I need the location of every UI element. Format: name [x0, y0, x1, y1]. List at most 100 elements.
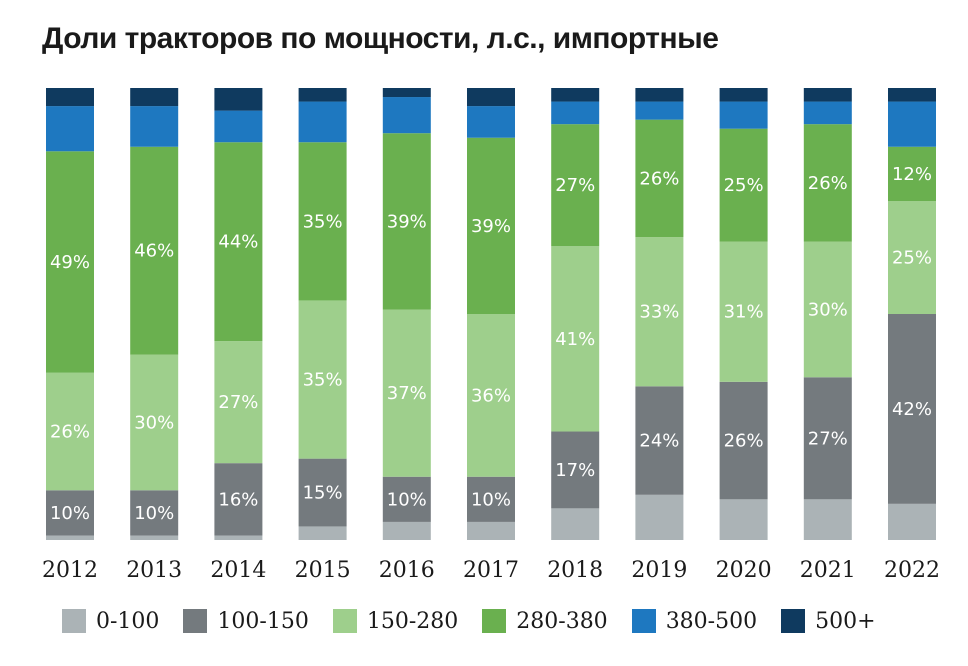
data-label-2013-150-280: 30%	[134, 412, 174, 433]
data-label-2020-280-380: 25%	[724, 175, 764, 196]
legend-item-100-150: 100-150	[183, 608, 309, 634]
bar-segment-2013-500+	[130, 88, 179, 107]
bar-segment-2012-100-150	[46, 490, 94, 536]
data-label-2017-100-150: 10%	[471, 489, 511, 510]
chart-legend: 0-100 100-150 150-280 280-380 380-500 500+	[62, 606, 900, 636]
data-label-2012-100-150: 10%	[50, 503, 90, 524]
data-label-2014-280-380: 44%	[218, 232, 258, 253]
bar-segment-2019-500+	[635, 88, 684, 102]
data-label-2016-150-280: 37%	[387, 383, 427, 404]
legend-item-0-100: 0-100	[62, 609, 159, 634]
bar-segment-2012-150-280	[46, 372, 94, 491]
bar-segment-2013-380-500	[130, 106, 179, 147]
bar-segment-2017-150-280	[467, 314, 515, 477]
data-label-2021-100-150: 27%	[808, 428, 848, 449]
bar-segment-2022-100-150	[888, 314, 936, 504]
data-label-2012-280-380: 49%	[50, 252, 90, 273]
bar-segment-2014-150-280	[214, 341, 263, 464]
data-label-2012-150-280: 26%	[50, 422, 90, 443]
x-tick-label-2021: 2021	[800, 558, 856, 583]
bar-segment-2020-500+	[719, 88, 768, 102]
bar-segment-2021-500+	[803, 88, 852, 102]
bar-segment-2019-280-380	[635, 119, 684, 238]
bar-segment-2022-280-380	[888, 146, 936, 201]
data-label-2018-150-280: 41%	[555, 329, 595, 350]
bar-segment-2019-0-100	[635, 494, 684, 540]
x-tick-label-2013: 2013	[126, 558, 182, 583]
bar-segment-2012-280-380	[46, 151, 94, 373]
bar-segment-2015-100-150	[298, 458, 347, 527]
x-tick-label-2014: 2014	[210, 558, 266, 583]
legend-swatch	[183, 609, 208, 633]
bar-segment-2017-500+	[467, 88, 515, 107]
bar-segment-2020-100-150	[719, 381, 768, 500]
x-tick-label-2017: 2017	[463, 558, 519, 583]
bar-segment-2012-0-100	[46, 535, 94, 540]
bar-segment-2015-150-280	[298, 300, 347, 459]
bar-segment-2013-280-380	[130, 146, 179, 355]
data-label-2022-280-380: 12%	[892, 164, 932, 185]
legend-swatch	[62, 609, 86, 633]
data-label-2022-100-150: 42%	[892, 399, 932, 420]
legend-item-150-280: 150-280	[332, 608, 459, 634]
legend-item-280-380: 280-380	[482, 608, 608, 634]
legend-label: 280-380	[516, 608, 608, 634]
bar-segment-2016-100-150	[382, 476, 431, 522]
data-label-2015-150-280: 35%	[303, 370, 343, 391]
bar-segment-2018-150-280	[551, 246, 600, 432]
bar-segment-2019-100-150	[635, 386, 684, 495]
bar-segment-2017-280-380	[467, 137, 515, 314]
bar-segment-2018-380-500	[551, 101, 600, 125]
x-tick-label-2019: 2019	[631, 558, 687, 583]
bar-segment-2012-380-500	[46, 106, 94, 152]
bar-segment-2022-150-280	[888, 201, 936, 314]
bar-segment-2015-0-100	[298, 526, 347, 540]
bar-segment-2016-0-100	[382, 521, 431, 540]
legend-swatch	[631, 609, 656, 633]
bar-segment-2022-0-100	[888, 503, 936, 540]
data-label-2015-280-380: 35%	[303, 211, 343, 232]
chart-title: Доли тракторов по мощности, л.с., импорт…	[42, 22, 719, 55]
data-label-2020-100-150: 26%	[724, 431, 764, 452]
data-label-2017-150-280: 36%	[471, 385, 511, 406]
x-tick-label-2016: 2016	[379, 558, 435, 583]
stacked-bar-chart: 10% 26% 49% 2012 10% 30% 46% 2013 16% 27% 44% 2014 1…	[42, 88, 940, 583]
bar-segment-2019-150-280	[635, 237, 684, 387]
bar-segment-2014-280-380	[214, 142, 263, 342]
data-label-2018-100-150: 17%	[555, 460, 595, 481]
bar-segment-2020-0-100	[719, 499, 768, 540]
bar-segment-2014-500+	[214, 88, 263, 111]
data-label-2017-280-380: 39%	[471, 216, 511, 237]
legend-item-380-500: 380-500	[631, 608, 758, 634]
bar-segment-2016-150-280	[382, 309, 431, 477]
data-label-2019-100-150: 24%	[639, 431, 679, 452]
legend-label: 150-280	[366, 608, 459, 634]
bar-segment-2018-100-150	[551, 431, 600, 509]
data-label-2013-100-150: 10%	[134, 503, 174, 524]
data-label-2021-280-380: 26%	[808, 173, 848, 194]
legend-label: 380-500	[665, 608, 758, 634]
bar-segment-2019-380-500	[635, 101, 684, 120]
bar-segment-2017-0-100	[467, 521, 515, 540]
legend-label: 0-100	[96, 608, 160, 634]
legend-swatch	[482, 609, 507, 633]
bar-segment-2022-500+	[888, 88, 936, 102]
data-label-2020-150-280: 31%	[724, 302, 764, 323]
legend-label: 500+	[815, 608, 876, 634]
data-label-2021-150-280: 30%	[808, 299, 848, 320]
bar-segment-2020-150-280	[719, 241, 768, 382]
bar-segment-2013-0-100	[130, 535, 179, 540]
data-label-2014-150-280: 27%	[218, 392, 258, 413]
data-label-2019-280-380: 26%	[639, 168, 679, 189]
data-label-2013-280-380: 46%	[134, 241, 174, 262]
x-tick-label-2015: 2015	[295, 558, 351, 583]
bar-segment-2015-500+	[298, 88, 347, 102]
bar-segment-2022-380-500	[888, 101, 936, 147]
bar-segment-2020-380-500	[719, 101, 768, 129]
data-label-2018-280-380: 27%	[555, 175, 595, 196]
legend-label: 100-150	[217, 608, 309, 634]
bar-segment-2018-500+	[551, 88, 600, 102]
bar-segment-2021-380-500	[803, 101, 852, 125]
x-tick-label-2020: 2020	[716, 558, 772, 583]
legend-item-500+: 500+	[781, 608, 876, 634]
